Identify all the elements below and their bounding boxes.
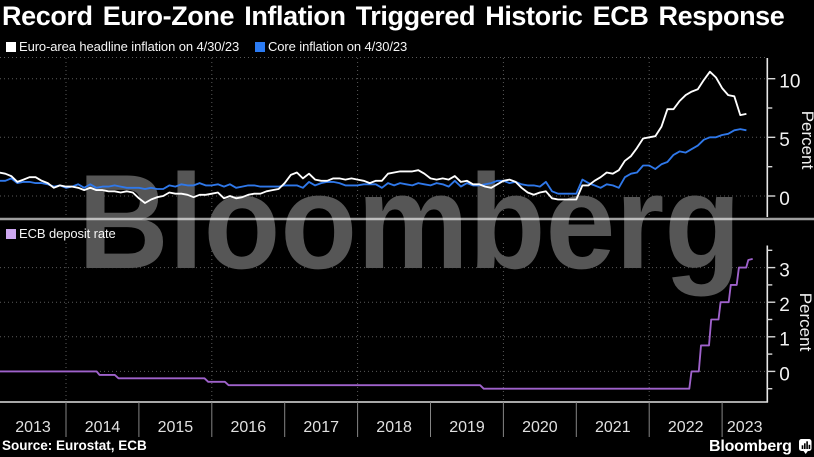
svg-text:5: 5 — [779, 130, 790, 151]
svg-text:2019: 2019 — [449, 419, 485, 436]
svg-text:2023: 2023 — [727, 419, 763, 436]
svg-text:0: 0 — [779, 364, 790, 385]
svg-text:2015: 2015 — [158, 419, 194, 436]
svg-text:2021: 2021 — [595, 419, 631, 436]
svg-text:10: 10 — [779, 72, 800, 93]
svg-text:2022: 2022 — [668, 419, 704, 436]
svg-text:2013: 2013 — [15, 419, 51, 436]
svg-text:2020: 2020 — [522, 419, 558, 436]
svg-text:2: 2 — [779, 295, 790, 316]
svg-text:3: 3 — [779, 261, 790, 282]
svg-text:0: 0 — [779, 189, 790, 210]
svg-text:2016: 2016 — [231, 419, 267, 436]
svg-text:2018: 2018 — [376, 419, 412, 436]
svg-text:Percent: Percent — [798, 111, 814, 170]
svg-text:Percent: Percent — [796, 293, 814, 352]
svg-text:2014: 2014 — [85, 419, 121, 436]
svg-text:2017: 2017 — [303, 419, 339, 436]
svg-text:1: 1 — [779, 330, 790, 351]
